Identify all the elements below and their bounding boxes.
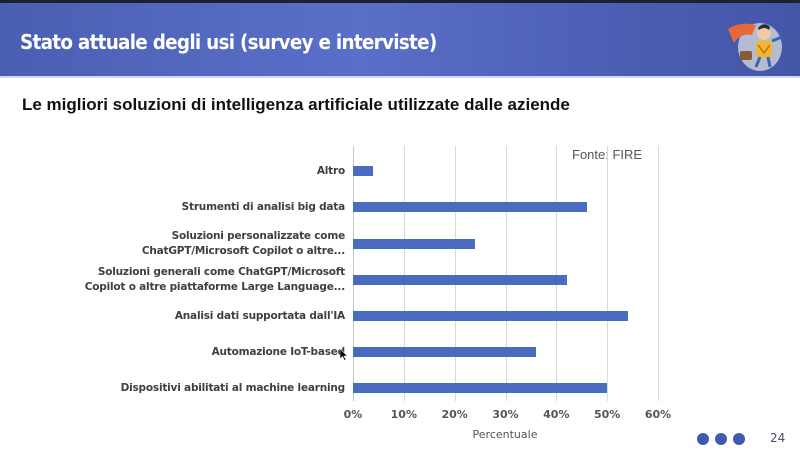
x-tick-label: 60%: [644, 408, 672, 421]
category-label: Dispositivi abilitati al machine learnin…: [120, 381, 346, 394]
slide-title: Stato attuale degli usi (survey e interv…: [20, 30, 437, 54]
bar: [353, 311, 628, 321]
nav-dot: [715, 433, 727, 445]
x-tick-label: 20%: [441, 408, 468, 421]
source-annotation: Fonte: FIRE: [572, 147, 643, 162]
category-label: Altro: [316, 164, 345, 177]
gridline: [353, 146, 354, 401]
bar-chart: Fonte: FIRE Altro Strumenti di analisi bi…: [0, 140, 800, 450]
gridline: [556, 146, 558, 401]
bar: [353, 202, 587, 212]
mouse-cursor-icon: [340, 349, 348, 361]
x-tick-label: 40%: [543, 408, 570, 421]
x-tick-label: 0%: [343, 408, 363, 421]
gridline: [607, 146, 609, 401]
superhero-mascot-icon: [728, 23, 783, 71]
slide-header: Stato attuale degli usi (survey e interv…: [0, 3, 800, 78]
category-label: Soluzioni generali come ChatGPT/Microsof…: [84, 266, 345, 293]
bar: [353, 275, 567, 285]
bar: [353, 383, 608, 393]
category-label: Automazione IoT-based: [211, 345, 346, 358]
gridline: [454, 146, 456, 401]
bar: [353, 166, 374, 176]
gridline: [403, 146, 405, 401]
x-tick-label: 10%: [390, 408, 417, 421]
slide-nav-dots: [697, 433, 745, 445]
bar: [353, 239, 475, 249]
nav-dot: [733, 433, 745, 445]
category-label: Soluzioni personalizzate come ChatGPT/Mic…: [141, 230, 345, 257]
x-tick-label: 30%: [492, 408, 519, 421]
x-tick-label: 50%: [593, 408, 621, 421]
nav-dot: [697, 433, 709, 445]
page-number: 24: [770, 431, 786, 445]
category-label: Analisi dati supportata dall'IA: [174, 309, 345, 322]
x-axis-label: Percentuale: [472, 428, 538, 441]
bar: [353, 347, 536, 357]
window-top-strip: [0, 0, 800, 3]
gridline: [505, 146, 507, 401]
category-label: Strumenti di analisi big data: [181, 200, 346, 213]
plot-area: [353, 146, 659, 401]
chart-title: Le migliori soluzioni di intelligenza ar…: [22, 95, 570, 114]
gridline: [658, 146, 659, 401]
